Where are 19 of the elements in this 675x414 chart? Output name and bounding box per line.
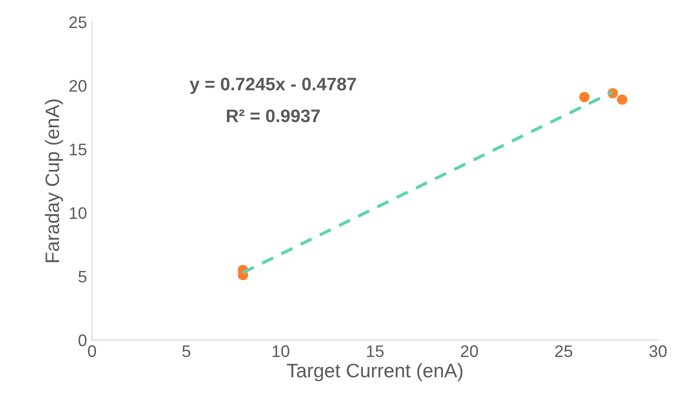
x-tick-label: 25 <box>555 345 572 358</box>
x-tick-label: 0 <box>88 345 96 358</box>
x-tick-label: 10 <box>272 345 290 358</box>
x-axis-title: Target Current (enA) <box>286 363 462 382</box>
x-tick-label: 20 <box>460 345 478 358</box>
y-tick-label: 10 <box>70 207 86 220</box>
point <box>579 92 590 102</box>
x-tick-label: 5 <box>182 345 190 358</box>
annotation: R² = 0.9937 <box>226 109 320 122</box>
x-tick-label: 15 <box>367 345 384 358</box>
point <box>617 94 628 105</box>
y-tick-label: 0 <box>78 334 86 346</box>
y-tick-label: 25 <box>69 16 86 28</box>
y-axis-title: Faraday Cup (enA) <box>44 100 64 262</box>
y-tick-label: 20 <box>69 80 86 92</box>
annotation: y = 0.7245x - 0.4787 <box>190 78 356 94</box>
x-tick-label: 30 <box>649 345 667 358</box>
y-tick-label: 5 <box>78 270 86 283</box>
y-tick-label: 15 <box>70 144 86 156</box>
